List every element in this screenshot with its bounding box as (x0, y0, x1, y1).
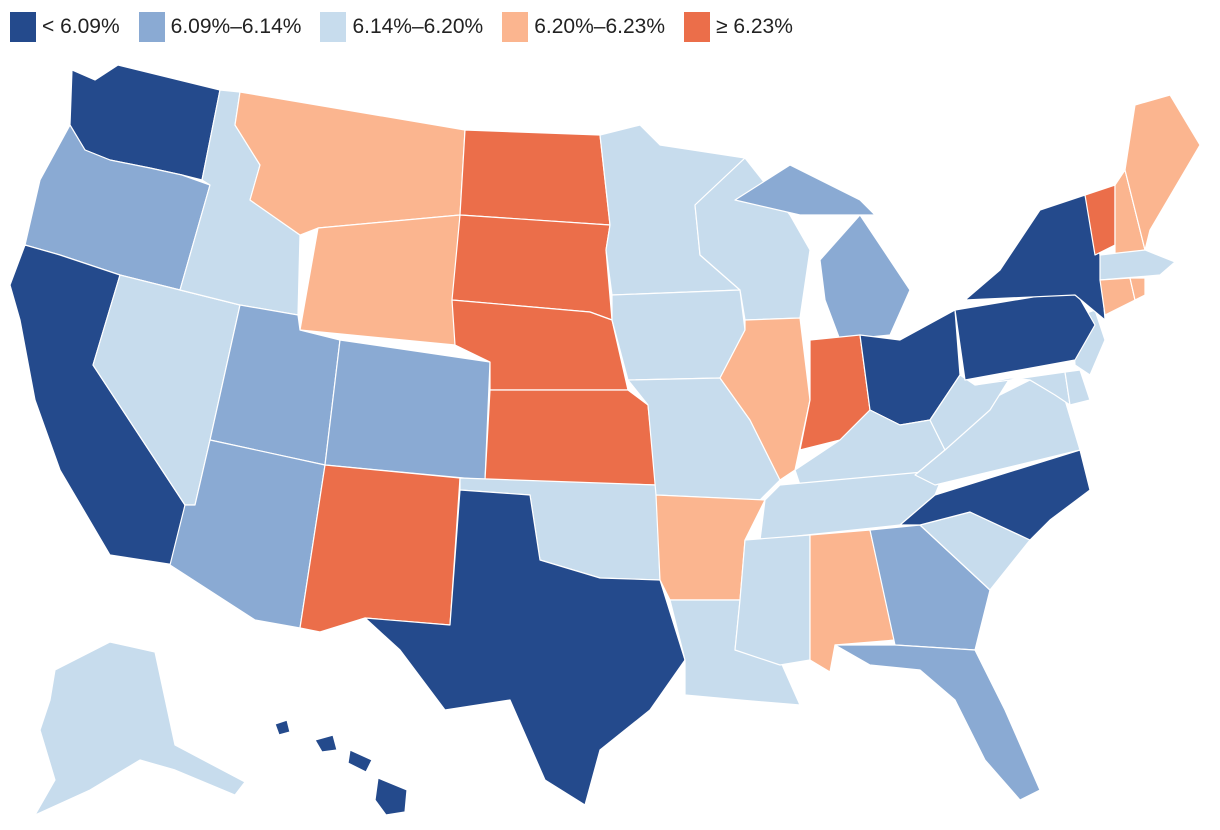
state-NC[interactable] (899, 449, 1091, 541)
state-DE[interactable] (1064, 369, 1091, 406)
state-MA[interactable] (1099, 249, 1176, 281)
state-CA[interactable] (9, 244, 186, 566)
legend-item: 6.20%–6.23% (502, 12, 665, 42)
state-GA[interactable] (869, 524, 991, 651)
state-MT[interactable] (234, 91, 466, 236)
legend-swatch (320, 12, 347, 42)
legend-label: 6.14%–6.20% (352, 15, 484, 38)
state-KS[interactable] (484, 389, 657, 486)
legend-item: 6.14%–6.20% (320, 12, 483, 42)
state-MI[interactable] (734, 164, 911, 341)
state-MS[interactable] (734, 534, 811, 666)
legend-item: < 6.09% (10, 12, 120, 42)
legend-swatch (10, 12, 36, 42)
legend-item: 6.09%–6.14% (138, 12, 302, 42)
legend-label: < 6.09% (42, 15, 120, 38)
state-HI[interactable] (274, 719, 408, 816)
state-NM[interactable] (299, 464, 461, 633)
state-ND[interactable] (459, 129, 611, 226)
legend: < 6.09% 6.09%–6.14% 6.14%–6.20% 6.20%–6.… (10, 12, 812, 42)
state-IA[interactable] (611, 289, 746, 381)
state-CO[interactable] (324, 339, 491, 481)
state-CT[interactable] (1099, 277, 1136, 316)
legend-label: 6.09%–6.14% (170, 15, 302, 38)
state-RI[interactable] (1129, 277, 1146, 301)
state-PA[interactable] (954, 289, 1096, 381)
legend-item: ≥ 6.23% (684, 12, 793, 42)
legend-swatch (684, 12, 710, 42)
legend-label: ≥ 6.23% (716, 15, 793, 38)
state-IL[interactable] (719, 317, 811, 481)
legend-label: 6.20%–6.23% (534, 15, 665, 38)
state-FL[interactable] (834, 644, 1041, 801)
legend-swatch (138, 12, 165, 42)
legend-swatch (502, 12, 529, 42)
state-AK[interactable] (34, 641, 246, 816)
state-WY[interactable] (299, 214, 461, 346)
state-TX[interactable] (364, 489, 686, 806)
